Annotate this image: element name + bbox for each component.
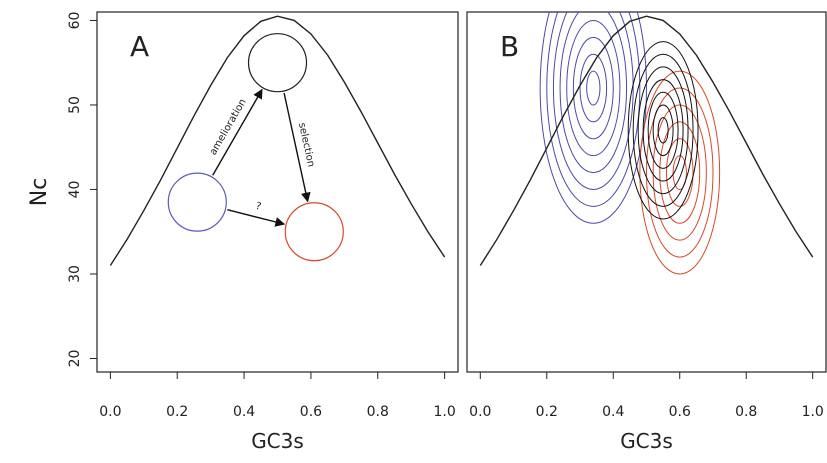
plot-frame xyxy=(96,11,459,373)
panel-label: A xyxy=(130,30,149,63)
x-axis-label: GC3s xyxy=(620,429,673,453)
contour xyxy=(552,12,634,190)
contour xyxy=(672,155,687,190)
contour xyxy=(572,36,614,140)
contour xyxy=(665,138,694,207)
contour xyxy=(657,117,669,144)
contour xyxy=(627,41,699,220)
contour xyxy=(559,12,628,174)
arrow xyxy=(283,92,311,203)
x-tick-label: 0.4 xyxy=(602,404,624,420)
expected-curve xyxy=(479,15,814,266)
x-tick-label: 0.2 xyxy=(536,404,558,420)
y-tick-label: 20 xyxy=(67,350,83,368)
state-circle xyxy=(247,33,308,93)
x-tick-label: 0.0 xyxy=(99,404,121,420)
x-tick-label: 0.4 xyxy=(233,404,255,420)
x-axis-label: GC3s xyxy=(251,429,304,453)
y-tick-label: 40 xyxy=(67,181,83,199)
panel-label: B xyxy=(500,30,519,63)
x-tick-label: 0.2 xyxy=(166,404,188,420)
expected-curve xyxy=(109,15,446,266)
x-tick-label: 0.6 xyxy=(669,404,691,420)
y-tick-label: 50 xyxy=(67,96,83,114)
x-tick-label: 0.6 xyxy=(300,404,322,420)
contour xyxy=(566,19,621,157)
contour xyxy=(546,12,641,207)
contour xyxy=(652,104,674,157)
contour xyxy=(652,104,707,241)
contour xyxy=(642,79,684,182)
contour xyxy=(646,87,714,258)
contour xyxy=(659,121,701,224)
contour xyxy=(586,70,601,106)
contour xyxy=(637,66,689,195)
contour xyxy=(647,91,679,169)
contour xyxy=(579,53,608,123)
x-tick-label: 1.0 xyxy=(802,404,824,420)
x-tick-label: 1.0 xyxy=(433,404,455,420)
arrow xyxy=(227,209,286,227)
state-circle xyxy=(167,172,227,232)
contours xyxy=(539,12,721,275)
state-circle xyxy=(284,202,344,262)
y-axis-label: Nc xyxy=(27,178,52,207)
plot-frame xyxy=(466,11,827,373)
arrow-label: ? xyxy=(254,201,262,213)
x-tick-label: 0.8 xyxy=(367,404,389,420)
y-tick-label: 60 xyxy=(67,12,83,30)
contour xyxy=(639,70,721,275)
x-tick-label: 0.8 xyxy=(735,404,757,420)
y-tick-label: 30 xyxy=(67,265,83,283)
x-tick-label: 0.0 xyxy=(469,404,491,420)
contour xyxy=(632,53,694,207)
arrow xyxy=(212,88,263,176)
contour xyxy=(539,12,647,224)
